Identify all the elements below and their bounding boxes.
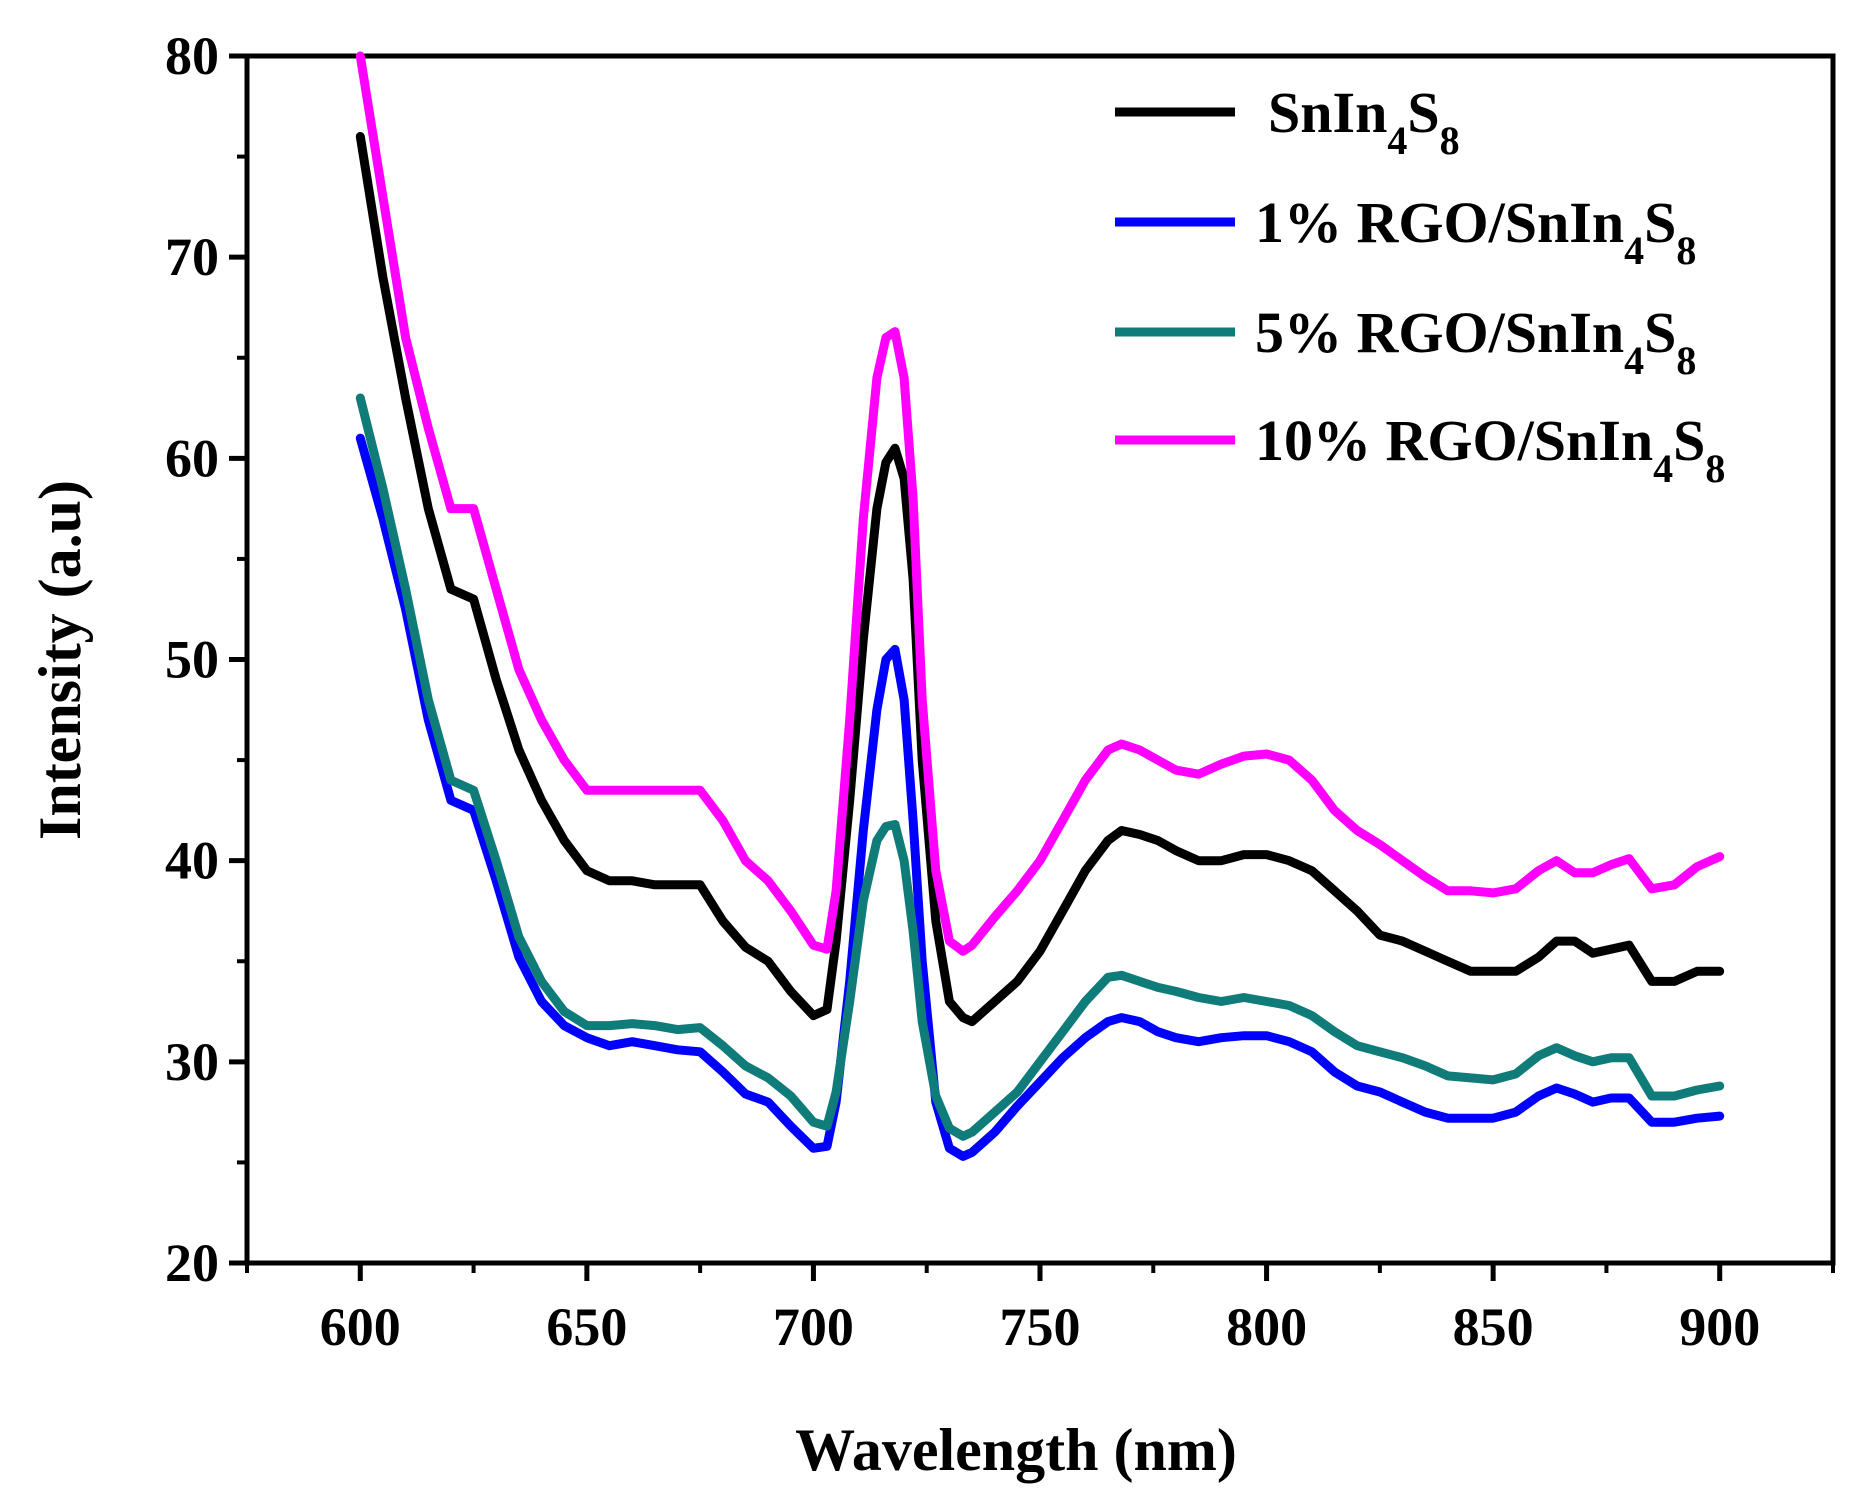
legend-label-sub: 4	[1387, 118, 1407, 163]
y-tick-label: 50	[165, 630, 219, 690]
x-tick-label: 650	[546, 1297, 627, 1357]
legend-label-sub: 4	[1624, 338, 1644, 383]
legend-label-main: 5% RGO/SnIn	[1255, 300, 1624, 365]
series-line-3	[355, 51, 1725, 956]
x-tick-label: 850	[1453, 1297, 1534, 1357]
legend-label-3: 10% RGO/SnIn4S8	[1255, 408, 1725, 491]
y-tick-label: 80	[165, 26, 219, 86]
legend-label-sub: 8	[1676, 228, 1696, 273]
x-tick-label: 750	[1000, 1297, 1081, 1357]
legend-label-mid: S	[1407, 80, 1439, 145]
series-layer	[355, 51, 1725, 1161]
y-tick-label: 20	[165, 1233, 219, 1293]
legend-label-sub: 4	[1624, 228, 1644, 273]
legend-label-mid: S	[1644, 300, 1676, 365]
legend-label-main: SnIn	[1268, 80, 1387, 145]
legend-label-sub: 8	[1705, 446, 1725, 491]
x-tick-label: 800	[1226, 1297, 1307, 1357]
legend-label-2: 5% RGO/SnIn4S8	[1255, 300, 1696, 383]
legend-label-mid: S	[1673, 408, 1705, 473]
series-line-2	[355, 393, 1725, 1141]
legend-label-1: 1% RGO/SnIn4S8	[1255, 190, 1696, 273]
legend-label-sub: 8	[1440, 118, 1460, 163]
y-tick-label: 40	[165, 831, 219, 891]
y-tick-label: 30	[165, 1032, 219, 1092]
series-line-0	[355, 132, 1725, 1027]
x-axis-ticks: 600 650 700 750 800 850 900	[245, 1263, 1835, 1357]
series-line-1	[355, 433, 1725, 1161]
y-axis-ticks: 20 30 40 50 60 70 80	[165, 26, 247, 1293]
x-tick-label: 700	[773, 1297, 854, 1357]
y-tick-label: 60	[165, 428, 219, 488]
y-tick-label: 70	[165, 227, 219, 287]
x-tick-label: 900	[1679, 1297, 1760, 1357]
legend-label-main: 1% RGO/SnIn	[1255, 190, 1624, 255]
x-axis-title: Wavelength (nm)	[795, 1417, 1237, 1483]
x-tick-label: 600	[320, 1297, 401, 1357]
y-axis-title: Intensity (a.u)	[27, 480, 93, 840]
legend-label-sub: 8	[1676, 338, 1696, 383]
legend-label-mid: S	[1644, 190, 1676, 255]
legend-label-0: SnIn4S8	[1268, 80, 1460, 163]
legend-label-sub: 4	[1653, 446, 1673, 491]
legend-label-main: 10% RGO/SnIn	[1255, 408, 1653, 473]
